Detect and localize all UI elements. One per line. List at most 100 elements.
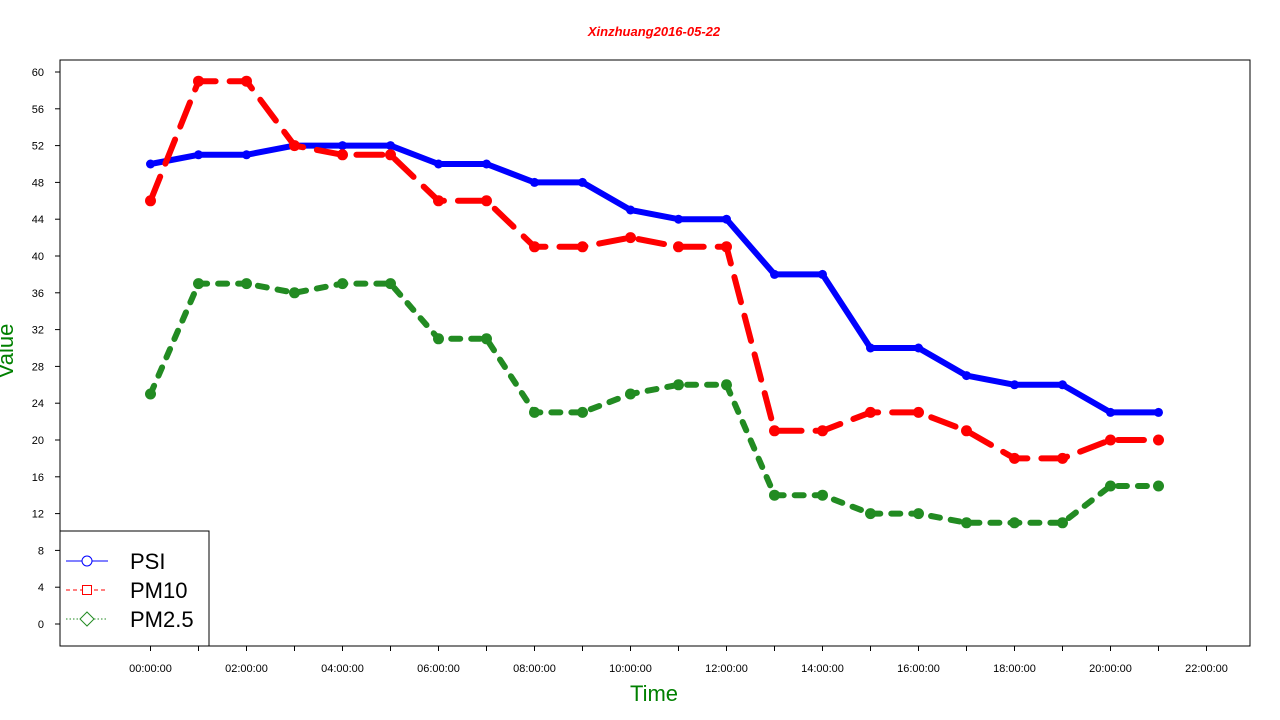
data-point bbox=[962, 371, 971, 381]
x-tick-label: 12:00:00 bbox=[705, 663, 748, 675]
y-tick-label: 36 bbox=[32, 288, 44, 300]
data-point bbox=[817, 425, 828, 437]
y-tick-label: 60 bbox=[32, 67, 44, 79]
y-tick-label: 0 bbox=[38, 619, 44, 631]
data-point bbox=[481, 195, 492, 207]
data-point bbox=[242, 150, 251, 160]
square-marker-icon bbox=[82, 585, 92, 595]
legend-label: PSI bbox=[130, 549, 165, 574]
data-point bbox=[673, 241, 684, 253]
data-point bbox=[817, 489, 828, 501]
data-point bbox=[338, 141, 347, 151]
data-point bbox=[626, 205, 635, 215]
data-point bbox=[337, 278, 348, 290]
data-point bbox=[961, 425, 972, 437]
data-point bbox=[673, 379, 684, 391]
series-line bbox=[147, 78, 1162, 462]
x-tick-label: 14:00:00 bbox=[801, 663, 844, 675]
data-point bbox=[721, 379, 732, 391]
data-point bbox=[578, 177, 587, 187]
x-tick-label: 16:00:00 bbox=[897, 663, 940, 675]
chart-title: Xinzhuang2016-05-22 bbox=[587, 24, 721, 39]
circle-marker-icon bbox=[81, 555, 93, 567]
data-point bbox=[1106, 407, 1115, 417]
legend-label: PM2.5 bbox=[130, 607, 194, 632]
data-point bbox=[1058, 380, 1067, 390]
data-point bbox=[1154, 407, 1163, 417]
data-point bbox=[818, 269, 827, 279]
y-tick-label: 16 bbox=[32, 472, 44, 484]
y-tick-label: 48 bbox=[32, 177, 44, 189]
data-point bbox=[241, 75, 252, 87]
data-point bbox=[1105, 480, 1116, 492]
data-point bbox=[770, 269, 779, 279]
data-point bbox=[577, 406, 588, 418]
data-point bbox=[913, 406, 924, 418]
data-point bbox=[961, 517, 972, 529]
data-point bbox=[481, 333, 492, 345]
data-point bbox=[1010, 380, 1019, 390]
data-point bbox=[194, 150, 203, 160]
plot-frame bbox=[59, 59, 1251, 647]
x-tick-label: 02:00:00 bbox=[225, 663, 268, 675]
data-point bbox=[865, 406, 876, 418]
x-tick-label: 20:00:00 bbox=[1089, 663, 1132, 675]
data-point bbox=[914, 343, 923, 353]
data-point bbox=[146, 159, 155, 169]
x-tick-label: 06:00:00 bbox=[417, 663, 460, 675]
data-point bbox=[1057, 452, 1068, 464]
data-point bbox=[625, 388, 636, 400]
data-point bbox=[434, 159, 443, 169]
data-point bbox=[674, 214, 683, 224]
y-tick-label: 32 bbox=[32, 325, 44, 337]
data-point bbox=[769, 489, 780, 501]
data-point bbox=[913, 508, 924, 520]
data-point bbox=[385, 278, 396, 290]
x-tick-label: 08:00:00 bbox=[513, 663, 556, 675]
series-layer bbox=[145, 75, 1164, 529]
y-tick-label: 28 bbox=[32, 361, 44, 373]
data-point bbox=[1009, 452, 1020, 464]
x-tick-label: 22:00:00 bbox=[1185, 663, 1228, 675]
data-point bbox=[529, 241, 540, 253]
data-point bbox=[769, 425, 780, 437]
y-tick-label: 8 bbox=[38, 545, 44, 557]
series-line bbox=[147, 280, 1162, 526]
legend-item: PM2.5 bbox=[66, 607, 194, 632]
y-axis-title: Value bbox=[0, 324, 18, 379]
legend-item: PSI bbox=[66, 549, 165, 574]
data-point bbox=[482, 159, 491, 169]
data-point bbox=[193, 278, 204, 290]
legend-label: PM10 bbox=[130, 578, 187, 603]
legend-item: PM10 bbox=[66, 578, 187, 603]
data-point bbox=[433, 195, 444, 207]
data-point bbox=[1105, 434, 1116, 446]
series-line bbox=[147, 142, 1162, 416]
data-point bbox=[721, 241, 732, 253]
y-tick-label: 12 bbox=[32, 509, 44, 521]
data-point bbox=[385, 149, 396, 161]
diamond-marker-icon bbox=[79, 611, 95, 627]
legend: PSI PM10 PM2.5 bbox=[59, 530, 210, 647]
data-point bbox=[433, 333, 444, 345]
data-point bbox=[625, 232, 636, 244]
y-tick-label: 4 bbox=[38, 582, 44, 594]
y-tick-label: 52 bbox=[32, 141, 44, 153]
x-tick-label: 18:00:00 bbox=[993, 663, 1036, 675]
series-pm10 bbox=[145, 75, 1164, 464]
y-tick-label: 20 bbox=[32, 435, 44, 447]
data-point bbox=[865, 508, 876, 520]
data-point bbox=[1153, 480, 1164, 492]
x-tick-label: 10:00:00 bbox=[609, 663, 652, 675]
data-point bbox=[145, 388, 156, 400]
data-point bbox=[530, 177, 539, 187]
data-point bbox=[1009, 517, 1020, 529]
data-point bbox=[193, 75, 204, 87]
data-point bbox=[722, 214, 731, 224]
data-point bbox=[577, 241, 588, 253]
series-psi bbox=[146, 141, 1163, 417]
data-point bbox=[145, 195, 156, 207]
data-point bbox=[1153, 434, 1164, 446]
